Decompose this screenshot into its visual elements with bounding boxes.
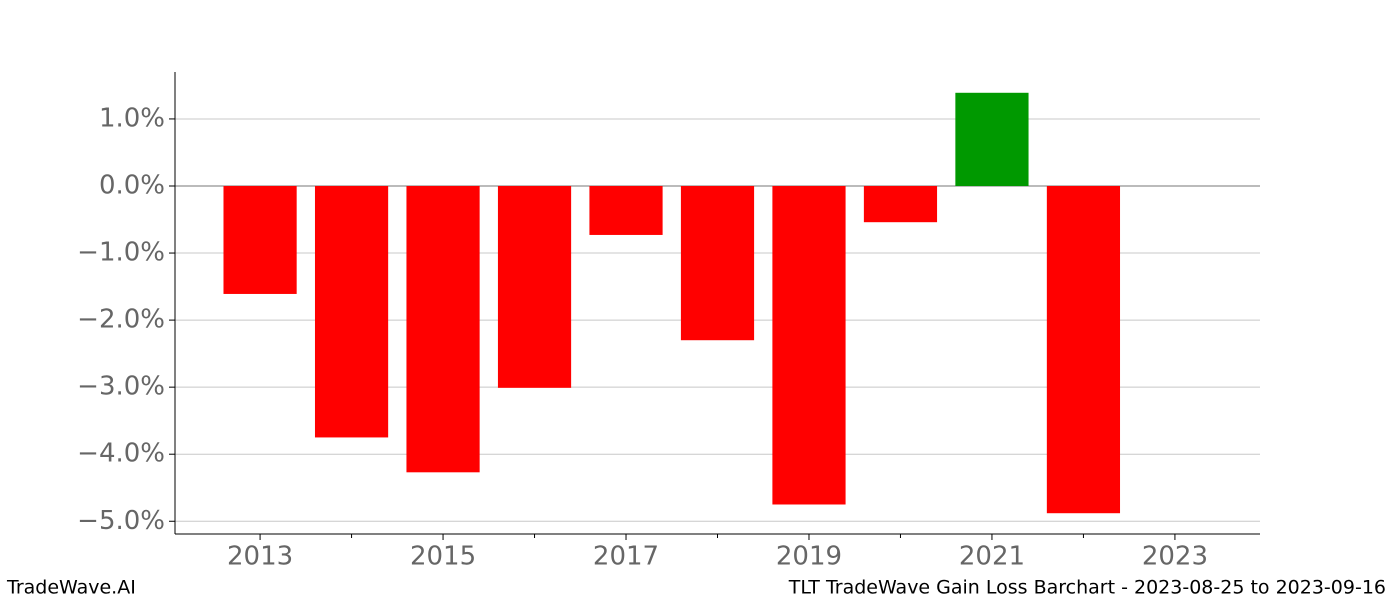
- y-tick-label: −4.0%: [77, 439, 165, 469]
- bar: [223, 185, 297, 294]
- y-tick-label: −2.0%: [77, 305, 165, 335]
- bar: [1046, 185, 1121, 514]
- y-tick-label: −1.0%: [77, 238, 165, 268]
- y-tick-label: −3.0%: [77, 372, 165, 402]
- x-tick-label: 2013: [227, 542, 293, 572]
- bar: [497, 185, 572, 388]
- bar: [406, 185, 480, 473]
- x-tick-label: 2017: [593, 542, 659, 572]
- bar: [955, 92, 1029, 186]
- bar: [314, 185, 389, 438]
- y-tick-label: 1.0%: [99, 103, 165, 133]
- x-tick-label: 2023: [1142, 542, 1208, 572]
- footer-left: TradeWave.AI: [6, 577, 136, 599]
- y-tick-label: 0.0%: [99, 170, 165, 200]
- footer-right: TLT TradeWave Gain Loss Barchart - 2023-…: [788, 577, 1386, 599]
- y-tick-label: −5.0%: [77, 506, 165, 536]
- x-tick-label: 2019: [776, 542, 842, 572]
- bar: [680, 185, 755, 341]
- bar: [863, 185, 938, 223]
- bar: [772, 185, 846, 505]
- x-tick-label: 2015: [410, 542, 476, 572]
- bar: [589, 185, 663, 235]
- x-tick-label: 2021: [959, 542, 1025, 572]
